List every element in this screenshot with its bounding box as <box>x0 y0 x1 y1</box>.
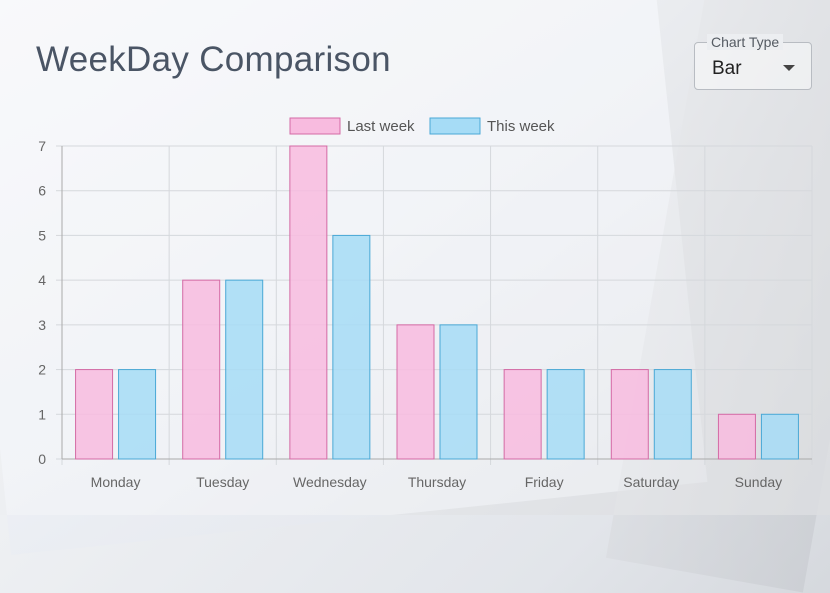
bar-last-week[interactable] <box>717 413 756 460</box>
chart-type-select[interactable]: Chart Type Bar <box>694 34 812 90</box>
chevron-down-icon <box>783 65 795 71</box>
x-tick-label: Wednesday <box>293 474 367 490</box>
legend-this-week-label[interactable]: This week <box>487 118 555 135</box>
x-tick-label: Thursday <box>408 474 466 490</box>
y-tick-label: 5 <box>38 227 46 243</box>
legend-this-week-swatch[interactable] <box>429 117 481 135</box>
bar-this-week[interactable] <box>225 279 264 460</box>
bar-this-week[interactable] <box>546 369 585 460</box>
y-tick-label: 3 <box>38 317 46 333</box>
y-tick-label: 0 <box>38 451 46 467</box>
bar-this-week[interactable] <box>760 413 799 460</box>
legend-last-week-swatch[interactable] <box>289 117 341 135</box>
bar-this-week[interactable] <box>332 234 371 460</box>
x-tick-label: Friday <box>525 474 564 490</box>
legend-last-week-label[interactable]: Last week <box>347 118 415 135</box>
chart-type-label: Chart Type <box>707 34 784 50</box>
bar-this-week[interactable] <box>118 369 157 460</box>
y-tick-label: 7 <box>38 138 46 154</box>
y-tick-label: 2 <box>38 362 46 378</box>
weekday-bar-chart: 0 1 2 3 4 5 6 7 Monday Tuesday Wednesday Thursday Fr… <box>38 117 813 490</box>
bar-this-week[interactable] <box>439 324 478 460</box>
bar-last-week[interactable] <box>396 324 435 460</box>
x-tick-label: Sunday <box>735 474 782 490</box>
bar-this-week[interactable] <box>653 369 692 460</box>
x-tick-label: Tuesday <box>196 474 249 490</box>
y-tick-label: 6 <box>38 183 46 199</box>
y-tick-label: 1 <box>38 406 46 422</box>
y-tick-label: 4 <box>38 272 46 288</box>
chart-type-value: Bar <box>712 58 742 79</box>
bar-last-week[interactable] <box>503 369 542 460</box>
x-tick-label: Monday <box>91 474 141 490</box>
bar-last-week[interactable] <box>75 369 114 460</box>
bar-last-week[interactable] <box>289 145 328 460</box>
x-tick-label: Saturday <box>623 474 679 490</box>
bar-last-week[interactable] <box>182 279 221 460</box>
bar-last-week[interactable] <box>610 369 649 460</box>
page-title: WeekDay Comparison <box>36 40 391 79</box>
